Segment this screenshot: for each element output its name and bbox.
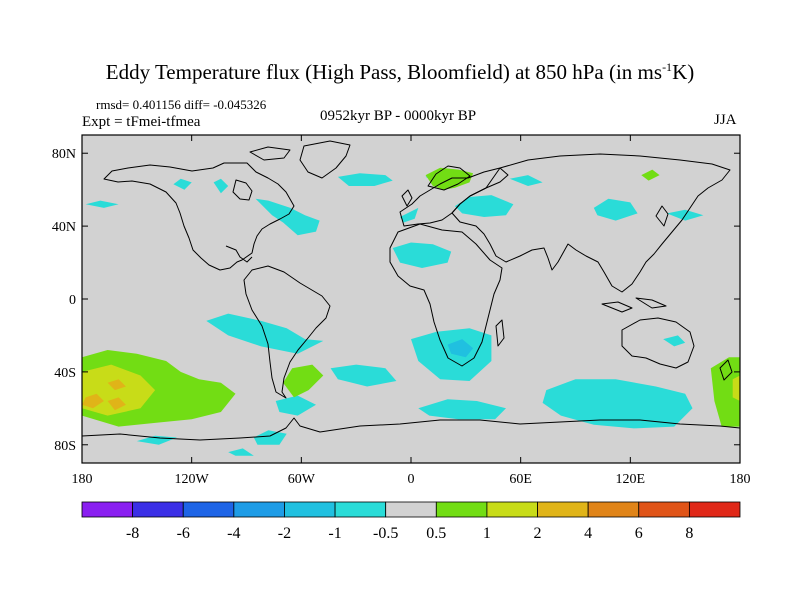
region-level--1-19 bbox=[253, 430, 287, 445]
colorbar: -8 -6 -4 -2 -1 -0.5 0.5 1 2 4 6 8 bbox=[81, 501, 741, 542]
region-level--1-0 bbox=[85, 200, 119, 208]
region-level--1-10 bbox=[593, 198, 638, 221]
region-level--1-9 bbox=[509, 175, 543, 186]
colorbar-box bbox=[334, 501, 387, 518]
region-level--1-15 bbox=[418, 399, 506, 420]
colorbar-box bbox=[81, 501, 134, 518]
region-level--2-22 bbox=[447, 339, 474, 358]
region-level-1-25 bbox=[283, 364, 324, 398]
lat-tick-label: 80S bbox=[54, 439, 76, 454]
coast-hudson-bay bbox=[232, 179, 253, 201]
region-level--1-21 bbox=[228, 448, 254, 456]
coast-britain bbox=[401, 189, 413, 207]
region-level-4-32 bbox=[107, 379, 126, 391]
colorbar-box bbox=[233, 501, 285, 518]
latitude-axis: 80N 40N 0 40S 80S bbox=[52, 147, 740, 454]
lon-tick-label: 180 bbox=[72, 472, 93, 487]
title-superscript: -1 bbox=[662, 60, 673, 74]
lat-tick-label: 0 bbox=[69, 293, 76, 308]
colorbar-box bbox=[537, 501, 589, 518]
colorbar-box bbox=[638, 501, 690, 518]
colorbar-label: -0.5 bbox=[373, 525, 398, 542]
coast-indonesia bbox=[601, 297, 667, 313]
coast-new-zealand bbox=[719, 359, 733, 381]
region-level-2-29 bbox=[732, 375, 740, 401]
region-level--1-5 bbox=[400, 207, 419, 223]
lat-tick-label: 80N bbox=[52, 147, 76, 162]
colorbar-box bbox=[435, 501, 488, 518]
coast-europe bbox=[399, 167, 509, 227]
colorbar-label: 8 bbox=[685, 525, 693, 542]
coast-japan bbox=[655, 205, 669, 227]
region-level--1-14 bbox=[411, 328, 492, 381]
colorbar-label: -8 bbox=[126, 525, 139, 542]
lat-tick-label: 40S bbox=[54, 366, 76, 381]
coast-scandinavia bbox=[427, 165, 471, 191]
coast-gulf-mexico bbox=[225, 245, 253, 263]
lon-tick-label: 180 bbox=[730, 472, 751, 487]
colorbar-box bbox=[385, 501, 437, 518]
season-label: JJA bbox=[714, 112, 737, 128]
region-level-1-24 bbox=[641, 169, 660, 181]
colorbar-box bbox=[486, 501, 538, 518]
colorbar-label: 4 bbox=[584, 525, 592, 542]
colorbar-box bbox=[688, 501, 741, 518]
experiment-label: Expt = tFmei-tfmea bbox=[82, 114, 201, 130]
coast-greenland bbox=[299, 140, 351, 179]
colorbar-box bbox=[182, 501, 235, 518]
colorbar-label: 2 bbox=[534, 525, 542, 542]
region-level-1-27 bbox=[710, 357, 740, 427]
coast-madagascar bbox=[495, 319, 505, 347]
region-level--1-2 bbox=[213, 178, 229, 194]
region-level--1-16 bbox=[542, 379, 693, 429]
region-level--1-3 bbox=[255, 198, 320, 236]
coast-africa bbox=[389, 223, 503, 367]
region-level--1-18 bbox=[275, 395, 316, 416]
lon-tick-label: 60W bbox=[288, 472, 316, 487]
colorbar-label: 0.5 bbox=[426, 525, 446, 542]
coast-north-america bbox=[103, 162, 295, 271]
coast-australia bbox=[621, 317, 695, 369]
stats-label: rmsd= 0.401156 diff= -0.045326 bbox=[96, 97, 267, 112]
colorbar-box bbox=[587, 501, 640, 518]
region-level--1-6 bbox=[392, 242, 452, 268]
region-level--1-8 bbox=[454, 195, 514, 217]
lon-tick-label: 0 bbox=[408, 472, 415, 487]
longitude-axis: 180 120W 60W 0 60E 120E 180 bbox=[72, 135, 751, 487]
lon-tick-label: 60E bbox=[509, 472, 532, 487]
lon-tick-label: 120E bbox=[616, 472, 646, 487]
colorbar-label: -4 bbox=[227, 525, 240, 542]
lat-tick-label: 40N bbox=[52, 220, 76, 235]
colorbar-label: 6 bbox=[635, 525, 643, 542]
coast-south-america bbox=[243, 265, 331, 399]
region-level-4-31 bbox=[107, 397, 126, 411]
colorbar-label: 1 bbox=[483, 525, 491, 542]
coast-asia bbox=[451, 153, 731, 293]
coast-antarctica bbox=[82, 417, 740, 441]
map-title: Eddy Temperature flux (High Pass, Bloomf… bbox=[105, 60, 695, 84]
coastlines bbox=[82, 140, 740, 441]
colorbar-box bbox=[284, 501, 336, 518]
region-level--1-17 bbox=[663, 335, 686, 347]
colorbar-label: -2 bbox=[278, 525, 291, 542]
coast-arctic-islands bbox=[249, 146, 291, 161]
colorbar-box bbox=[132, 501, 184, 518]
period-label: 0952kyr BP - 0000kyr BP bbox=[320, 108, 477, 124]
region-level--1-4 bbox=[337, 173, 393, 186]
region-level--1-13 bbox=[330, 364, 397, 387]
region-level--1-1 bbox=[173, 178, 192, 190]
colorbar-label: -6 bbox=[177, 525, 190, 542]
region-level-4-30 bbox=[82, 393, 104, 409]
lon-tick-label: 120W bbox=[175, 472, 210, 487]
colorbar-label: -1 bbox=[328, 525, 341, 542]
